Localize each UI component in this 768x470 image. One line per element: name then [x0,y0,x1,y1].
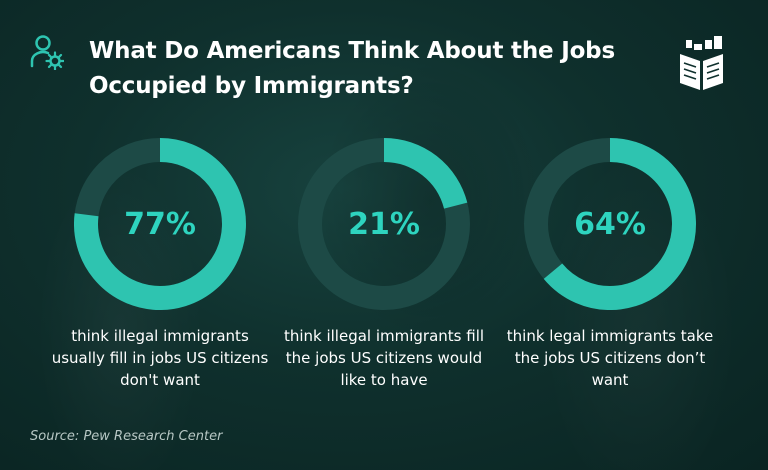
donut-arc [383,138,468,210]
source-note: Source: Pew Research Center [30,429,223,444]
donut-chart-2: 21% [298,138,470,310]
donut-chart-3: 64% [524,138,696,310]
book-castle-logo-icon [680,36,723,90]
donut-percent-label: 64% [574,206,646,242]
donut-caption: think illegal immigrants fill the jobs U… [283,327,485,389]
person-gear-icon [30,35,64,70]
donut-percent-label: 77% [124,206,196,242]
donut-arc [74,138,246,310]
donut-arc [543,138,696,310]
page-title: What Do Americans Think About the Jobs O… [89,38,615,99]
donut-percent-label: 21% [348,206,420,242]
donut-chart-1: 77% [74,138,246,310]
donut-caption: think legal immigrants take the jobs US … [506,327,714,389]
donut-caption: think illegal immigrants usually fill in… [51,327,269,389]
